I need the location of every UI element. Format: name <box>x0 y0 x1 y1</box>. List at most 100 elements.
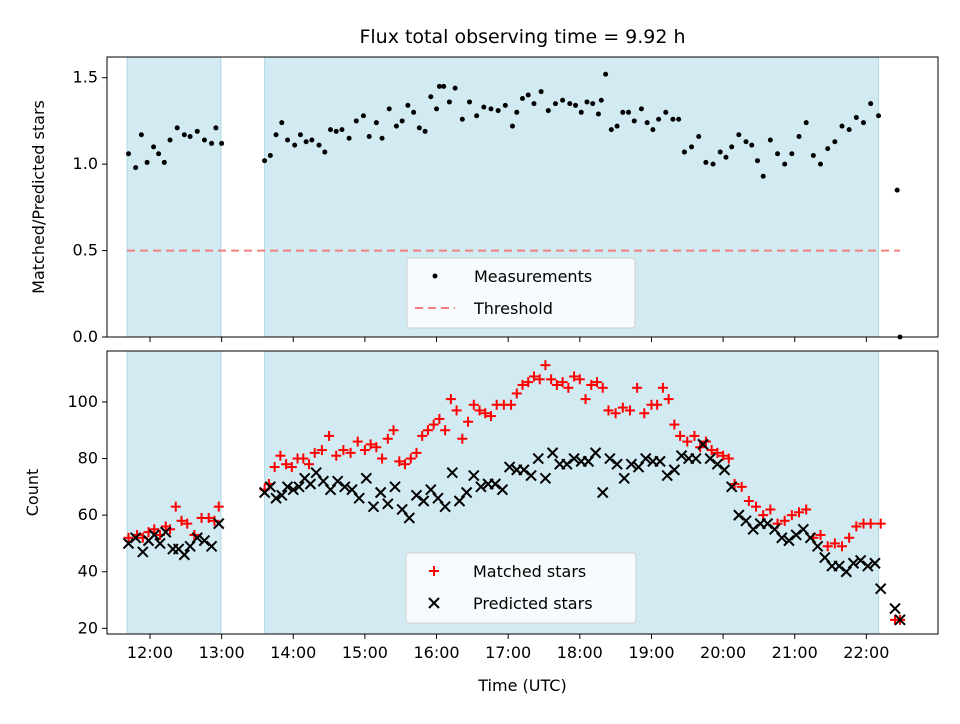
data-point <box>794 507 805 518</box>
data-point <box>589 447 602 459</box>
data-point <box>481 104 487 110</box>
data-point <box>191 532 203 544</box>
data-point <box>851 521 862 532</box>
data-point <box>316 445 327 456</box>
data-point <box>489 478 501 490</box>
data-point <box>725 481 738 493</box>
data-point <box>561 458 573 470</box>
data-point <box>496 483 509 496</box>
data-point <box>551 379 562 390</box>
data-point <box>328 127 334 133</box>
data-point <box>697 438 709 451</box>
data-point <box>656 116 662 122</box>
data-point <box>194 128 200 134</box>
data-point <box>711 458 724 470</box>
data-point <box>411 447 422 458</box>
data-point <box>567 101 573 107</box>
data-point <box>422 128 428 134</box>
data-point <box>703 159 709 165</box>
data-point <box>832 139 838 145</box>
data-point <box>273 132 279 138</box>
data-point <box>704 452 716 465</box>
series-measurements <box>125 71 903 340</box>
data-point <box>133 165 139 171</box>
data-point <box>474 113 480 119</box>
data-point <box>517 379 528 390</box>
data-point <box>365 439 376 450</box>
data-point <box>894 187 900 193</box>
data-point <box>176 515 187 526</box>
ratio-panel: 0.0 0.5 1.0 1.5 Matched/Predicted stars Flux … <box>29 26 939 346</box>
data-point <box>405 453 416 464</box>
data-point <box>287 483 299 496</box>
data-point <box>446 99 452 105</box>
data-point <box>865 518 876 529</box>
data-point <box>803 120 809 126</box>
data-point <box>488 106 494 112</box>
data-point <box>796 134 802 140</box>
legend-label: Predicted stars <box>473 594 593 613</box>
data-point <box>269 462 280 473</box>
data-point <box>129 532 142 544</box>
data-point <box>331 475 344 487</box>
data-point <box>316 142 322 148</box>
data-point <box>889 602 901 615</box>
data-point <box>761 517 774 530</box>
data-point <box>125 151 131 157</box>
data-point <box>783 534 795 547</box>
data-point <box>545 108 551 114</box>
legend-box <box>405 552 637 624</box>
data-point <box>644 120 650 126</box>
data-point <box>869 557 881 569</box>
data-point <box>670 116 676 122</box>
data-point <box>568 452 580 465</box>
data-point <box>825 146 831 152</box>
data-point <box>736 132 742 138</box>
data-point <box>560 97 566 103</box>
data-point <box>389 481 401 493</box>
data-point <box>595 111 601 117</box>
data-point <box>876 113 882 119</box>
data-point <box>270 492 282 504</box>
data-point <box>275 450 286 461</box>
data-point <box>165 524 176 535</box>
data-point <box>767 137 773 143</box>
data-point <box>534 374 545 385</box>
data-point <box>324 430 335 441</box>
data-point <box>818 161 824 167</box>
data-point <box>733 509 745 521</box>
data-point <box>264 481 277 493</box>
y-axis-label: Count <box>23 469 42 517</box>
data-point <box>309 137 315 143</box>
data-point <box>161 159 167 165</box>
data-point <box>854 554 867 567</box>
count-panel: 20 40 60 80 100 12:00 13:00 14:00 15:00 16:00 17:0… <box>23 350 939 695</box>
data-point <box>151 144 157 150</box>
data-point <box>279 120 285 126</box>
data-point <box>374 486 387 499</box>
data-point <box>475 481 487 493</box>
data-point <box>281 481 294 493</box>
data-point <box>743 495 754 506</box>
data-point <box>847 557 860 569</box>
data-point <box>403 512 416 524</box>
data-point <box>563 382 574 393</box>
data-point <box>815 529 826 540</box>
data-point <box>480 408 491 419</box>
data-point <box>846 127 852 133</box>
data-point <box>569 371 580 382</box>
data-point <box>366 134 372 140</box>
data-point <box>723 453 734 464</box>
data-point <box>187 134 193 140</box>
data-point <box>452 85 458 91</box>
data-point <box>293 481 305 493</box>
data-point <box>262 158 268 164</box>
data-point <box>532 452 544 465</box>
data-point <box>377 453 388 464</box>
data-point <box>525 92 531 98</box>
data-point <box>618 472 630 485</box>
data-point <box>417 495 430 507</box>
data-point <box>597 486 609 499</box>
data-point <box>445 394 456 405</box>
data-point <box>776 532 788 544</box>
